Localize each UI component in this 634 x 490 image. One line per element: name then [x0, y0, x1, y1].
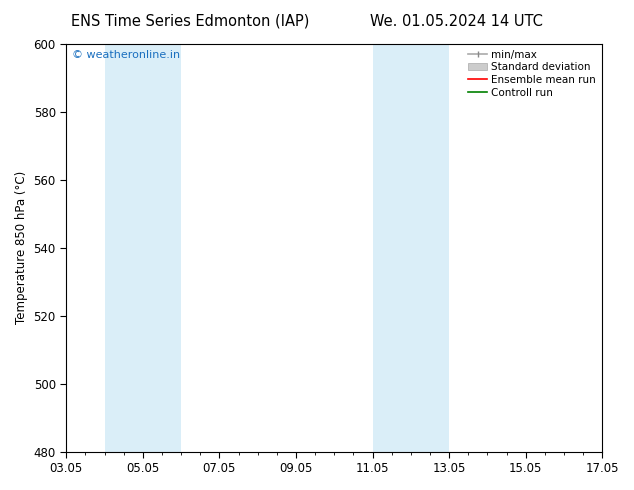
Text: ENS Time Series Edmonton (IAP): ENS Time Series Edmonton (IAP): [71, 14, 309, 29]
Legend: min/max, Standard deviation, Ensemble mean run, Controll run: min/max, Standard deviation, Ensemble me…: [464, 46, 600, 102]
Bar: [373, 44, 449, 452]
Text: We. 01.05.2024 14 UTC: We. 01.05.2024 14 UTC: [370, 14, 543, 29]
Bar: [105, 44, 181, 452]
Text: © weatheronline.in: © weatheronline.in: [72, 49, 179, 60]
Y-axis label: Temperature 850 hPa (°C): Temperature 850 hPa (°C): [15, 171, 28, 324]
